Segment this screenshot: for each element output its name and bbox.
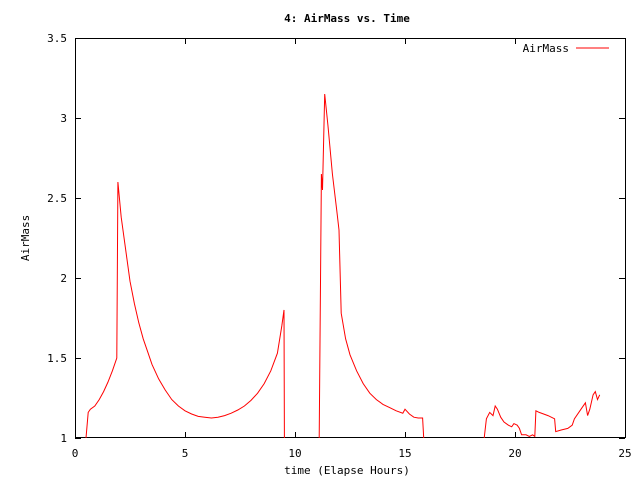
x-tick-label: 25: [618, 447, 631, 460]
y-axis: 1 1.5 2 2.5 3 3.5: [47, 32, 625, 445]
y-tick-label: 2: [60, 272, 67, 285]
series-line-segment: [85, 181, 285, 439]
x-tick-label: 10: [288, 447, 301, 460]
series-airmass: [85, 93, 601, 439]
x-axis-label: time (Elapse Hours): [284, 464, 410, 477]
x-tick-label: 0: [72, 447, 79, 460]
x-tick-label: 5: [182, 447, 189, 460]
plot-frame: [75, 38, 626, 438]
chart-title: 4: AirMass vs. Time: [284, 12, 410, 25]
x-tick-label: 20: [508, 447, 521, 460]
y-tick-label: 3.5: [47, 32, 67, 45]
series-line-segment: [318, 93, 425, 439]
y-tick-label: 2.5: [47, 192, 67, 205]
y-tick-label: 1: [60, 432, 67, 445]
x-tick-label: 15: [398, 447, 411, 460]
legend-label: AirMass: [523, 42, 569, 55]
legend: AirMass: [523, 42, 609, 55]
series-line-segment: [483, 390, 601, 439]
x-axis: 0 5 10 15 20 25: [72, 38, 632, 460]
y-tick-label: 3: [60, 112, 67, 125]
y-tick-label: 1.5: [47, 352, 67, 365]
y-axis-label: AirMass: [19, 215, 32, 261]
